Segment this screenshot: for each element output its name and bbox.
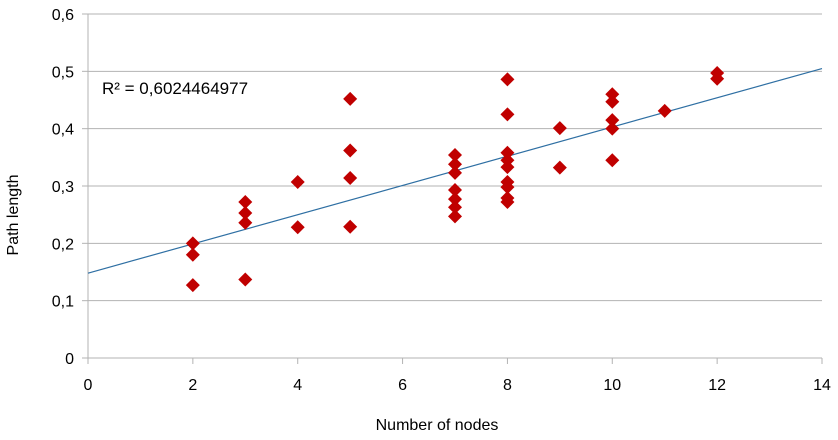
data-point [500, 195, 515, 210]
data-point [710, 71, 725, 86]
data-point [343, 170, 358, 185]
y-tick-label: 0,3 [52, 179, 74, 196]
x-tick-label: 14 [813, 377, 831, 394]
data-point [448, 200, 462, 215]
tick-labels: 0 0,1 0,2 0,3 0,4 0,5 0,6 0 2 4 6 8 10 12 14 [52, 7, 831, 394]
x-tick-label: 6 [398, 377, 407, 394]
data-point [238, 272, 253, 287]
data-point [238, 195, 253, 210]
data-point [605, 113, 620, 128]
data-point [552, 121, 567, 136]
data-point [238, 205, 253, 220]
data-point [500, 72, 515, 87]
data-point [343, 219, 358, 234]
y-tick-label: 0,2 [52, 236, 74, 253]
r-squared-annotation: R² = 0,6024464977 [102, 79, 248, 98]
y-tick-label: 0,4 [52, 122, 74, 139]
data-points [185, 66, 725, 293]
data-point [343, 143, 358, 158]
data-point [448, 157, 462, 172]
data-point [605, 87, 620, 102]
data-point [448, 165, 462, 180]
data-point [552, 160, 567, 175]
y-tick-label: 0,6 [52, 7, 74, 24]
x-tick-label: 2 [188, 377, 197, 394]
y-tick-label: 0,5 [52, 64, 74, 81]
data-point [185, 278, 200, 293]
data-point [448, 148, 462, 163]
data-point [605, 153, 620, 168]
data-point [448, 183, 462, 198]
x-tick-label: 4 [293, 377, 302, 394]
x-tick-label: 0 [84, 377, 93, 394]
data-point [448, 192, 462, 207]
y-axis-title: Path length [5, 175, 22, 256]
data-point [185, 236, 200, 251]
axes [82, 13, 823, 364]
data-point [500, 107, 515, 122]
data-point [500, 180, 515, 195]
data-point [448, 209, 462, 224]
x-axis-title: Number of nodes [376, 417, 499, 434]
data-point [290, 174, 305, 189]
data-point [238, 215, 253, 230]
x-tick-label: 8 [503, 377, 512, 394]
data-point [343, 91, 358, 106]
data-point [657, 103, 672, 118]
y-tick-label: 0 [65, 351, 74, 368]
data-point [185, 247, 200, 262]
data-point [500, 160, 515, 175]
y-tick-label: 0,1 [52, 294, 74, 311]
data-point [605, 121, 620, 136]
data-point [500, 145, 515, 160]
data-point [290, 220, 305, 235]
x-tick-label: 12 [708, 377, 726, 394]
data-point [605, 94, 620, 109]
x-tick-label: 10 [603, 377, 621, 394]
